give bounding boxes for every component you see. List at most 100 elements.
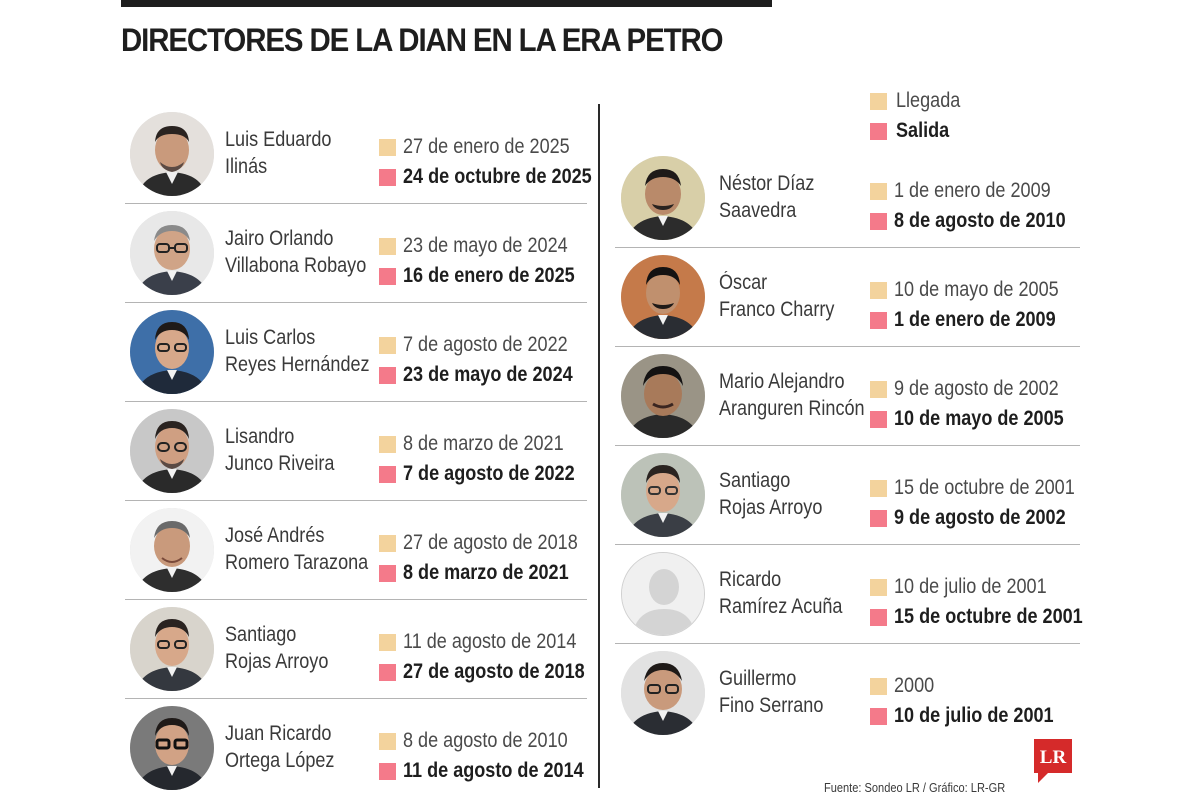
departure-date: 1 de enero de 2009 bbox=[894, 308, 1056, 331]
departure-swatch bbox=[379, 565, 396, 582]
director-name: Luis Eduardo Ilinás bbox=[225, 128, 332, 178]
director-photo bbox=[621, 354, 705, 438]
row-separator bbox=[615, 247, 1080, 248]
departure-swatch bbox=[870, 213, 887, 230]
row-separator bbox=[125, 302, 587, 303]
director-entry: Jairo Orlando Villabona Robayo 23 de mayo… bbox=[125, 204, 587, 303]
row-separator bbox=[125, 698, 587, 699]
director-photo bbox=[130, 112, 214, 196]
arrival-date: 7 de agosto de 2022 bbox=[403, 333, 568, 356]
director-name: Néstor Díaz Saavedra bbox=[719, 172, 815, 222]
director-name: Mario Alejandro Aranguren Rincón bbox=[719, 370, 865, 420]
page-title: DIRECTORES DE LA DIAN EN LA ERA PETRO bbox=[121, 22, 724, 58]
row-separator bbox=[125, 500, 587, 501]
director-photo-placeholder bbox=[621, 552, 705, 636]
director-entry: Néstor Díaz Saavedra 1 de enero de 2009 8… bbox=[615, 149, 1080, 248]
director-entry: Lisandro Junco Riveira 8 de marzo de 2021… bbox=[125, 402, 587, 501]
departure-date: 8 de marzo de 2021 bbox=[403, 561, 569, 584]
svg-text:LR: LR bbox=[1040, 747, 1067, 768]
departure-swatch bbox=[379, 367, 396, 384]
director-photo bbox=[130, 508, 214, 592]
row-separator bbox=[125, 599, 587, 600]
director-entry: Luis Carlos Reyes Hernández 7 de agosto d… bbox=[125, 303, 587, 402]
departure-date: 8 de agosto de 2010 bbox=[894, 209, 1066, 232]
departure-swatch bbox=[870, 609, 887, 626]
director-photo bbox=[621, 156, 705, 240]
departure-swatch bbox=[379, 169, 396, 186]
departure-date: 10 de julio de 2001 bbox=[894, 704, 1054, 727]
arrival-swatch bbox=[870, 579, 887, 596]
arrival-date: 11 de agosto de 2014 bbox=[403, 630, 577, 653]
director-entry: Santiago Rojas Arroyo 11 de agosto de 201… bbox=[125, 600, 587, 699]
legend-departure-label: Salida bbox=[896, 119, 950, 142]
director-name: Óscar Franco Charry bbox=[719, 271, 835, 321]
departure-date: 16 de enero de 2025 bbox=[403, 264, 575, 287]
director-entry: Guillermo Fino Serrano 2000 10 de julio d… bbox=[615, 644, 1080, 743]
director-photo bbox=[130, 607, 214, 691]
departure-date: 10 de mayo de 2005 bbox=[894, 407, 1064, 430]
director-entry: Ricardo Ramírez Acuña 10 de julio de 2001… bbox=[615, 545, 1083, 644]
arrival-date: 8 de agosto de 2010 bbox=[403, 729, 568, 752]
director-entry: José Andrés Romero Tarazona 27 de agosto … bbox=[125, 501, 587, 600]
arrival-swatch bbox=[870, 678, 887, 695]
arrival-date: 15 de octubre de 2001 bbox=[894, 476, 1075, 499]
arrival-swatch bbox=[870, 480, 887, 497]
director-entry: Santiago Rojas Arroyo 15 de octubre de 20… bbox=[615, 446, 1080, 545]
row-separator bbox=[125, 203, 587, 204]
top-rule bbox=[121, 0, 772, 7]
arrival-date: 9 de agosto de 2002 bbox=[894, 377, 1059, 400]
arrival-swatch bbox=[870, 282, 887, 299]
director-name: Ricardo Ramírez Acuña bbox=[719, 568, 843, 618]
departure-date: 27 de agosto de 2018 bbox=[403, 660, 585, 683]
departure-swatch bbox=[870, 312, 887, 329]
director-name: Santiago Rojas Arroyo bbox=[225, 623, 329, 673]
departure-date: 15 de octubre de 2001 bbox=[894, 605, 1083, 628]
row-separator bbox=[615, 643, 1080, 644]
column-divider bbox=[598, 104, 600, 788]
director-photo bbox=[130, 310, 214, 394]
director-name: Luis Carlos Reyes Hernández bbox=[225, 326, 370, 376]
director-photo bbox=[130, 706, 214, 790]
departure-date: 7 de agosto de 2022 bbox=[403, 462, 575, 485]
departure-swatch bbox=[870, 708, 887, 725]
arrival-date: 1 de enero de 2009 bbox=[894, 179, 1051, 202]
arrival-date: 27 de agosto de 2018 bbox=[403, 531, 578, 554]
departure-date: 23 de mayo de 2024 bbox=[403, 363, 573, 386]
lr-logo-icon: LR bbox=[1034, 739, 1072, 783]
departure-swatch bbox=[870, 411, 887, 428]
director-name: Jairo Orlando Villabona Robayo bbox=[225, 227, 367, 277]
departure-swatch bbox=[870, 510, 887, 527]
arrival-swatch bbox=[870, 381, 887, 398]
departure-swatch bbox=[379, 664, 396, 681]
arrival-swatch bbox=[870, 183, 887, 200]
arrival-swatch bbox=[379, 139, 396, 156]
arrival-swatch bbox=[379, 238, 396, 255]
director-photo bbox=[621, 255, 705, 339]
director-name: Guillermo Fino Serrano bbox=[719, 667, 824, 717]
departure-swatch bbox=[379, 763, 396, 780]
director-name: Lisandro Junco Riveira bbox=[225, 425, 335, 475]
director-photo bbox=[130, 211, 214, 295]
row-separator bbox=[615, 544, 1080, 545]
arrival-swatch bbox=[379, 337, 396, 354]
director-entry: Juan Ricardo Ortega López 8 de agosto de … bbox=[125, 699, 587, 790]
source-credit: Fuente: Sondeo LR / Gráfico: LR-GR bbox=[824, 780, 1006, 795]
director-photo bbox=[621, 453, 705, 537]
director-entry: Luis Eduardo Ilinás 27 de enero de 2025 2… bbox=[125, 105, 592, 204]
arrival-swatch bbox=[379, 634, 396, 651]
arrival-date: 27 de enero de 2025 bbox=[403, 135, 570, 158]
row-separator bbox=[125, 401, 587, 402]
arrival-date: 2000 bbox=[894, 674, 935, 697]
director-photo bbox=[130, 409, 214, 493]
director-entry: Mario Alejandro Aranguren Rincón 9 de ago… bbox=[615, 347, 1080, 446]
departure-swatch bbox=[379, 466, 396, 483]
director-name: José Andrés Romero Tarazona bbox=[225, 524, 369, 574]
departure-date: 9 de agosto de 2002 bbox=[894, 506, 1066, 529]
row-separator bbox=[615, 346, 1080, 347]
arrival-date: 10 de mayo de 2005 bbox=[894, 278, 1059, 301]
arrival-date: 23 de mayo de 2024 bbox=[403, 234, 568, 257]
departure-date: 24 de octubre de 2025 bbox=[403, 165, 592, 188]
arrival-swatch bbox=[379, 733, 396, 750]
director-entry: Óscar Franco Charry 10 de mayo de 2005 1 … bbox=[615, 248, 1080, 347]
departure-date: 11 de agosto de 2014 bbox=[403, 759, 584, 782]
